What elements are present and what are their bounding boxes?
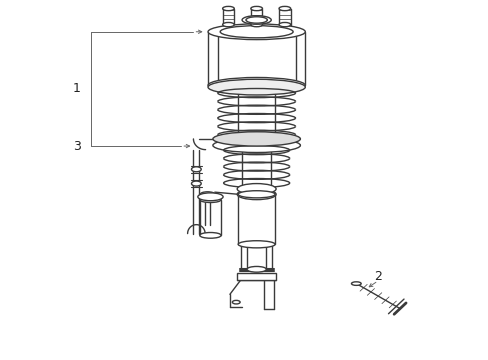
Ellipse shape [237, 184, 276, 194]
Polygon shape [237, 273, 276, 280]
Ellipse shape [191, 181, 201, 186]
Ellipse shape [238, 191, 275, 198]
Ellipse shape [237, 189, 276, 200]
Ellipse shape [245, 17, 267, 23]
Ellipse shape [207, 24, 305, 40]
Ellipse shape [222, 22, 234, 27]
Ellipse shape [238, 241, 275, 248]
Ellipse shape [212, 138, 300, 153]
Text: 1: 1 [73, 82, 81, 95]
Ellipse shape [351, 282, 361, 285]
Ellipse shape [250, 22, 262, 27]
Ellipse shape [191, 167, 201, 172]
Ellipse shape [246, 266, 266, 272]
Ellipse shape [242, 16, 271, 24]
Ellipse shape [198, 193, 223, 201]
Text: 2: 2 [373, 270, 381, 283]
Ellipse shape [250, 6, 262, 11]
Ellipse shape [200, 192, 214, 197]
Text: 3: 3 [73, 140, 81, 153]
Ellipse shape [207, 79, 305, 95]
Ellipse shape [207, 77, 305, 93]
Ellipse shape [222, 6, 234, 11]
Ellipse shape [200, 197, 221, 203]
Ellipse shape [220, 26, 292, 38]
Ellipse shape [279, 22, 290, 27]
Ellipse shape [232, 300, 240, 304]
Ellipse shape [279, 6, 290, 11]
Ellipse shape [212, 132, 300, 146]
Ellipse shape [200, 233, 221, 238]
